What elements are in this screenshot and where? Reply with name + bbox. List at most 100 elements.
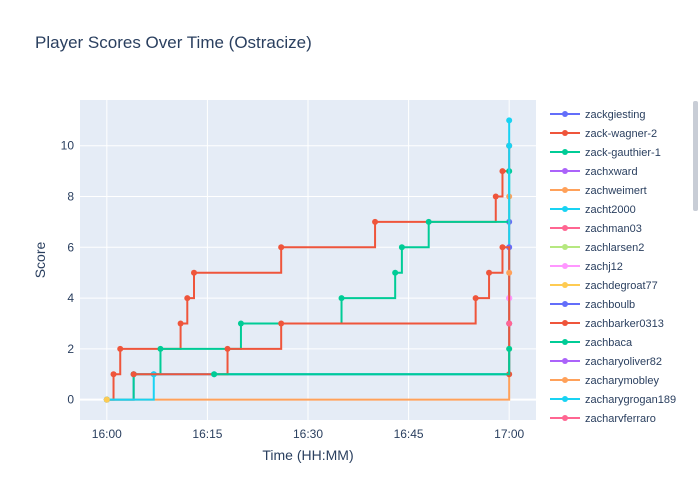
legend-item[interactable]: zachbaca: [550, 337, 633, 349]
data-point: [338, 295, 345, 302]
legend-item[interactable]: zachdegroat77: [550, 280, 658, 292]
legend-label: zachlarsen2: [585, 242, 644, 254]
x-axis-label: Time (HH:MM): [262, 447, 353, 463]
y-axis-label: Score: [32, 242, 48, 279]
legend-marker: [562, 168, 568, 174]
legend-marker: [562, 358, 568, 364]
y-tick-label: 0: [67, 393, 74, 407]
data-point: [506, 269, 513, 276]
legend-marker: [562, 149, 568, 155]
y-tick-label: 6: [67, 240, 74, 254]
legend-item[interactable]: zacharyoliver82: [550, 356, 662, 368]
legend-item[interactable]: zachj12: [550, 261, 623, 273]
legend-item[interactable]: zacharygrogan189: [550, 394, 676, 406]
data-point: [486, 269, 493, 276]
legend-label: zacharymobley: [585, 375, 659, 387]
data-point: [492, 193, 499, 200]
series-lines: [103, 117, 513, 403]
data-point: [372, 218, 379, 225]
data-point: [506, 117, 513, 124]
data-point: [130, 371, 137, 378]
data-point: [191, 269, 197, 276]
y-tick-label: 10: [61, 139, 75, 153]
series-zachbaca: [211, 345, 513, 378]
legend-marker: [562, 111, 568, 117]
legend-item[interactable]: zachweimert: [550, 185, 647, 197]
legend-marker: [562, 263, 568, 269]
y-tick-label: 8: [67, 190, 74, 204]
series-zacharygrogan189: [506, 142, 513, 149]
legend-item[interactable]: zacht2000: [550, 204, 636, 216]
legend-marker: [562, 377, 568, 383]
data-point: [117, 345, 124, 352]
x-tick-label: 16:15: [192, 427, 222, 441]
legend-label: zack-gauthier-1: [585, 147, 661, 159]
axis-ticks: 16:00 16:15 16:30 16:45 17:00 0 2 4 6 8 10: [61, 139, 525, 441]
legend-marker: [562, 244, 568, 250]
x-tick-label: 16:00: [92, 427, 122, 441]
data-point: [392, 269, 399, 276]
legend-marker: [562, 282, 568, 288]
data-point: [237, 320, 244, 327]
legend-label: zachxward: [585, 166, 638, 178]
legend-scrollbar[interactable]: [693, 101, 698, 211]
data-point: [398, 244, 405, 251]
legend-marker: [562, 130, 568, 136]
legend-label: zachbarker0313: [585, 318, 664, 330]
data-point: [425, 218, 432, 225]
legend-label: zachj12: [585, 261, 623, 273]
data-point: [103, 396, 110, 403]
legend-label: zacharygrogan189: [585, 394, 676, 406]
legend-item[interactable]: zachxward: [550, 166, 638, 178]
y-tick-label: 4: [67, 291, 74, 305]
legend-marker: [562, 415, 568, 421]
legend-item[interactable]: zachboulb: [550, 299, 635, 311]
data-point: [157, 345, 164, 352]
data-point: [472, 295, 479, 302]
legend-label: zachbaca: [585, 337, 633, 349]
data-point: [499, 244, 506, 251]
legend[interactable]: zackgiesting zack-wagner-2 zack-gauthier-1…: [550, 109, 676, 425]
legend-label: zacht2000: [585, 204, 636, 216]
series-zacharyferraro: [506, 320, 513, 327]
legend-marker: [562, 301, 568, 307]
legend-label: zacharyoliver82: [585, 356, 662, 368]
legend-label: zachboulb: [585, 299, 635, 311]
x-tick-label: 17:00: [494, 427, 524, 441]
legend-item[interactable]: zachman03: [550, 223, 642, 235]
data-point: [278, 244, 285, 251]
legend-label: zack-wagner-2: [585, 128, 657, 140]
data-point: [177, 320, 184, 327]
legend-item[interactable]: zacharyferraro: [550, 413, 656, 425]
legend-marker: [562, 187, 568, 193]
data-point: [499, 168, 506, 175]
legend-item[interactable]: zackgiesting: [550, 109, 646, 121]
data-point: [278, 320, 285, 327]
series-zacharymobley: [506, 269, 513, 276]
legend-item[interactable]: zack-wagner-2: [550, 128, 657, 140]
data-point: [506, 142, 513, 149]
legend-label: zacharyferraro: [585, 413, 656, 425]
data-point: [506, 320, 513, 327]
y-tick-label: 2: [67, 342, 74, 356]
data-point: [211, 371, 218, 378]
legend-marker: [562, 320, 568, 326]
x-tick-label: 16:30: [293, 427, 323, 441]
legend-label: zachdegroat77: [585, 280, 658, 292]
legend-marker: [562, 225, 568, 231]
data-point: [506, 345, 513, 352]
legend-label: zackgiesting: [585, 109, 646, 121]
legend-item[interactable]: zacharymobley: [550, 375, 659, 387]
data-point: [184, 295, 191, 302]
x-tick-label: 16:45: [394, 427, 424, 441]
legend-item[interactable]: zachbarker0313: [550, 318, 664, 330]
legend-item[interactable]: zachlarsen2: [550, 242, 644, 254]
legend-marker: [562, 339, 568, 345]
legend-label: zachweimert: [585, 185, 647, 197]
legend-item[interactable]: zack-gauthier-1: [550, 147, 661, 159]
series-zachdegroat77: [103, 396, 110, 403]
legend-label: zachman03: [585, 223, 642, 235]
data-point: [224, 345, 231, 352]
legend-marker: [562, 396, 568, 402]
